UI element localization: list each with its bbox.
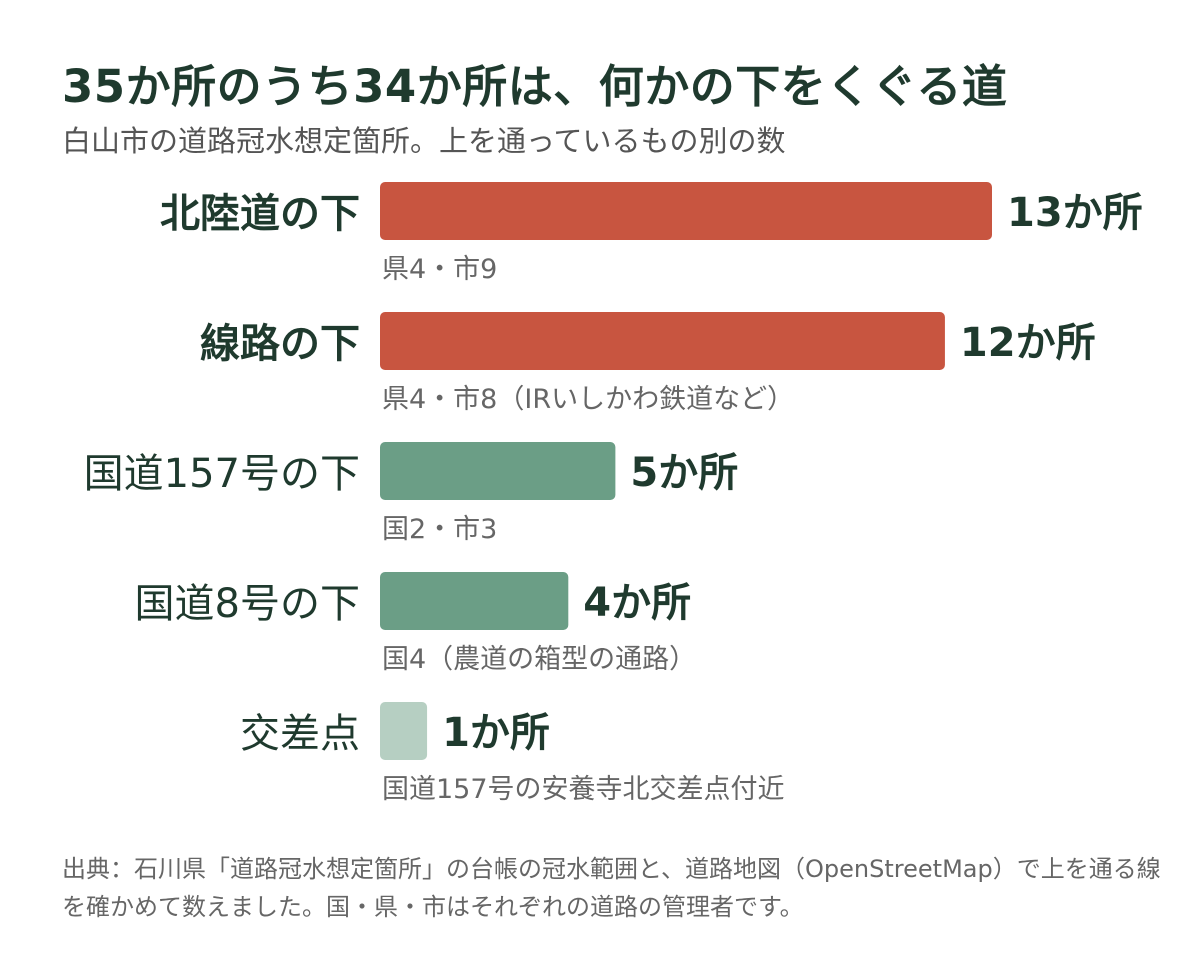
bar-note: 県4・市9 (382, 254, 497, 285)
category-label: 国道157号の下 (84, 451, 360, 497)
bar-note: 県4・市8（IRいしかわ鉄道など） (382, 384, 794, 415)
value-label: 1か所 (442, 710, 550, 756)
category-label: 北陸道の下 (160, 191, 360, 237)
category-label: 線路の下 (200, 321, 360, 367)
bar (380, 572, 569, 630)
category-label: 交差点 (240, 711, 360, 757)
bar (380, 442, 616, 500)
bar-note: 国2・市3 (382, 514, 497, 545)
bar (380, 182, 992, 240)
category-label: 国道8号の下 (135, 581, 360, 627)
bar-note: 国4（農道の箱型の通路） (382, 644, 696, 675)
value-label: 13か所 (1007, 190, 1143, 236)
bar-note: 国道157号の安養寺北交差点付近 (382, 774, 785, 805)
value-label: 5か所 (630, 450, 738, 496)
bar (380, 312, 945, 370)
value-label: 12か所 (960, 320, 1096, 366)
value-label: 4か所 (583, 580, 691, 626)
bar (380, 702, 428, 760)
chart-subtitle: 白山市の道路冠水想定箇所。上を通っているもの別の数 (62, 124, 786, 158)
source-footnote: 出典：石川県「道路冠水想定箇所」の台帳の冠水範囲と、道路地図（OpenStree… (62, 855, 1161, 921)
chart-title: 35か所のうち34か所は、何かの下をくぐる道 (62, 60, 1008, 113)
